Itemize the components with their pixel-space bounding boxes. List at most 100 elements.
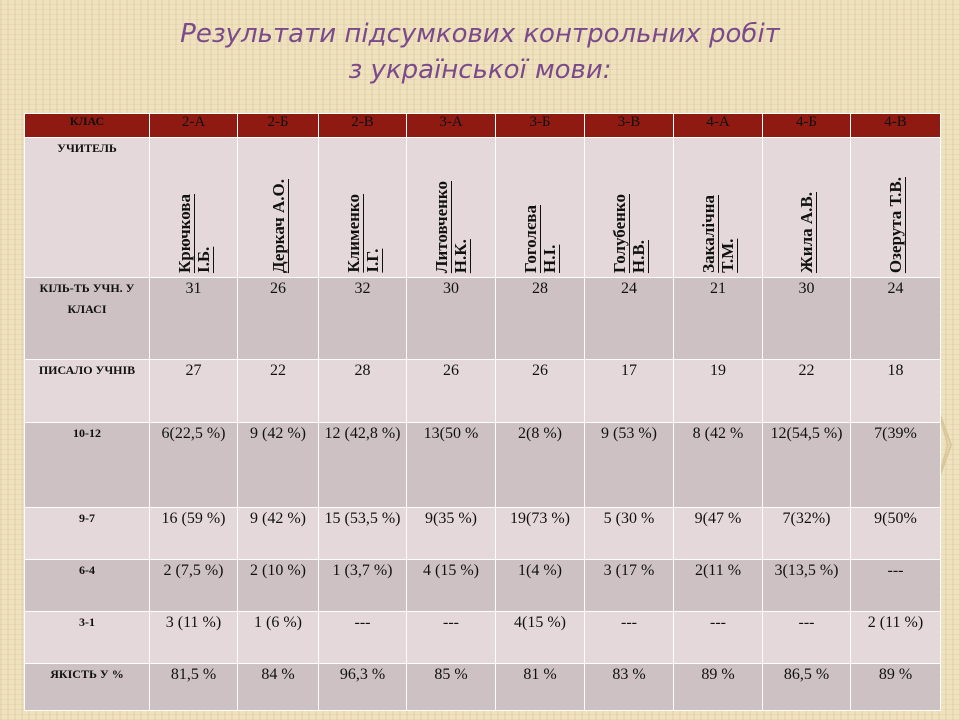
row-header-teacher: УЧИТЕЛЬ <box>24 137 150 278</box>
students-cell: 32 <box>318 277 407 360</box>
class-header: 2-А <box>149 113 238 138</box>
students-cell: 31 <box>149 277 238 360</box>
teacher-name: Крючкова І.Б. <box>174 193 213 273</box>
teacher-name: Деркач А.О. <box>268 178 288 273</box>
grade-3-1-cell: --- <box>584 611 674 664</box>
grade-6-4-cell: 1(4 %) <box>495 559 585 612</box>
students-cell: 28 <box>495 277 585 360</box>
grade-6-4-cell: 2 (10 %) <box>237 559 319 612</box>
teacher-cell: Жила А.В. <box>762 137 851 278</box>
class-header: 4-В <box>850 113 941 138</box>
wrote-cell: 17 <box>584 359 674 423</box>
wrote-cell: 27 <box>149 359 238 423</box>
class-header: 3-А <box>406 113 496 138</box>
class-header: 2-Б <box>237 113 319 138</box>
quality-cell: 96,3 % <box>318 663 407 711</box>
wrote-cell: 22 <box>237 359 319 423</box>
students-cell: 21 <box>673 277 763 360</box>
slide-title: Результати підсумкових контрольних робіт… <box>60 16 900 88</box>
teacher-row: УЧИТЕЛЬ Крючкова І.Б. Деркач А.О. Климен… <box>24 137 941 278</box>
quality-row: ЯКІСТЬ У % 81,5 % 84 % 96,3 % 85 % 81 % … <box>24 663 941 711</box>
teacher-cell: Крючкова І.Б. <box>149 137 238 278</box>
grade-3-1-row: 3-1 3 (11 %) 1 (6 %) --- --- 4(15 %) ---… <box>24 611 941 664</box>
students-cell: 30 <box>762 277 851 360</box>
grade-3-1-cell: --- <box>762 611 851 664</box>
grade-3-1-cell: --- <box>673 611 763 664</box>
students-row: КІЛЬ-ТЬ УЧН. У КЛАСІ 31 26 32 30 28 24 2… <box>24 277 941 360</box>
grade-6-4-cell: --- <box>850 559 941 612</box>
grade-10-12-cell: 8 (42 % <box>673 422 763 508</box>
teacher-name: Закалічна Т.М. <box>699 195 737 273</box>
grade-3-1-cell: --- <box>406 611 496 664</box>
teacher-cell: Голубенко Н.В. <box>584 137 674 278</box>
wrote-cell: 26 <box>495 359 585 423</box>
grade-9-7-cell: 7(32%) <box>762 507 851 560</box>
row-header-wrote: ПИСАЛО УЧНІВ <box>24 359 150 423</box>
grade-9-7-cell: 5 (30 % <box>584 507 674 560</box>
grade-10-12-cell: 9 (42 %) <box>237 422 319 508</box>
results-table: КЛАС 2-А 2-Б 2-В 3-А 3-Б 3-В 4-А 4-Б 4-В… <box>24 113 941 711</box>
quality-cell: 81 % <box>495 663 585 711</box>
grade-6-4-cell: 4 (15 %) <box>406 559 496 612</box>
wrote-cell: 26 <box>406 359 496 423</box>
grade-10-12-cell: 12 (42,8 %) <box>318 422 407 508</box>
grade-9-7-cell: 9(47 % <box>673 507 763 560</box>
teacher-name: Литовченко Н.К. <box>432 180 470 273</box>
wrote-row: ПИСАЛО УЧНІВ 27 22 28 26 26 17 19 22 18 <box>24 359 941 423</box>
grade-3-1-cell: 2 (11 %) <box>850 611 941 664</box>
students-cell: 24 <box>584 277 674 360</box>
class-row: КЛАС 2-А 2-Б 2-В 3-А 3-Б 3-В 4-А 4-Б 4-В <box>24 113 941 138</box>
row-header-class: КЛАС <box>24 113 150 138</box>
grade-3-1-cell: --- <box>318 611 407 664</box>
grade-10-12-cell: 9 (53 %) <box>584 422 674 508</box>
students-cell: 26 <box>237 277 319 360</box>
row-header-quality: ЯКІСТЬ У % <box>24 663 150 711</box>
row-header-3-1: 3-1 <box>24 611 150 664</box>
grade-6-4-cell: 3(13,5 %) <box>762 559 851 612</box>
students-cell: 30 <box>406 277 496 360</box>
quality-cell: 85 % <box>406 663 496 711</box>
wrote-cell: 22 <box>762 359 851 423</box>
students-cell: 24 <box>850 277 941 360</box>
row-header-10-12: 10-12 <box>24 422 150 508</box>
teacher-name: Жила А.В. <box>797 191 816 273</box>
row-header-9-7: 9-7 <box>24 507 150 560</box>
wrote-cell: 28 <box>318 359 407 423</box>
class-header: 4-А <box>673 113 763 138</box>
grade-9-7-row: 9-7 16 (59 %) 9 (42 %) 15 (53,5 %) 9(35 … <box>24 507 941 560</box>
grade-6-4-cell: 1 (3,7 %) <box>318 559 407 612</box>
row-header-6-4: 6-4 <box>24 559 150 612</box>
teacher-cell: Литовченко Н.К. <box>406 137 496 278</box>
teacher-cell: Озерута Т.В. <box>850 137 941 278</box>
teacher-cell: Закалічна Т.М. <box>673 137 763 278</box>
teacher-cell: Деркач А.О. <box>237 137 319 278</box>
quality-cell: 83 % <box>584 663 674 711</box>
class-header: 3-В <box>584 113 674 138</box>
wrote-cell: 18 <box>850 359 941 423</box>
teacher-cell: Клименко І.Г. <box>318 137 407 278</box>
grade-9-7-cell: 9(35 %) <box>406 507 496 560</box>
grade-9-7-cell: 16 (59 %) <box>149 507 238 560</box>
grade-9-7-cell: 9 (42 %) <box>237 507 319 560</box>
title-line-2: з української мови: <box>348 55 612 85</box>
grade-6-4-cell: 3 (17 % <box>584 559 674 612</box>
quality-cell: 86,5 % <box>762 663 851 711</box>
grade-10-12-cell: 6(22,5 %) <box>149 422 238 508</box>
grade-3-1-cell: 4(15 %) <box>495 611 585 664</box>
teacher-name: Гоголєва Н.І. <box>521 205 559 273</box>
teacher-cell: Гоголєва Н.І. <box>495 137 585 278</box>
quality-cell: 89 % <box>850 663 941 711</box>
grade-9-7-cell: 19(73 %) <box>495 507 585 560</box>
class-header: 3-Б <box>495 113 585 138</box>
wrote-cell: 19 <box>673 359 763 423</box>
grade-6-4-cell: 2 (7,5 %) <box>149 559 238 612</box>
teacher-name: Клименко І.Г. <box>343 194 382 273</box>
class-header: 4-Б <box>762 113 851 138</box>
grade-3-1-cell: 3 (11 %) <box>149 611 238 664</box>
grade-3-1-cell: 1 (6 %) <box>237 611 319 664</box>
grade-6-4-row: 6-4 2 (7,5 %) 2 (10 %) 1 (3,7 %) 4 (15 %… <box>24 559 941 612</box>
grade-9-7-cell: 15 (53,5 %) <box>318 507 407 560</box>
quality-cell: 84 % <box>237 663 319 711</box>
quality-cell: 81,5 % <box>149 663 238 711</box>
grade-9-7-cell: 9(50% <box>850 507 941 560</box>
